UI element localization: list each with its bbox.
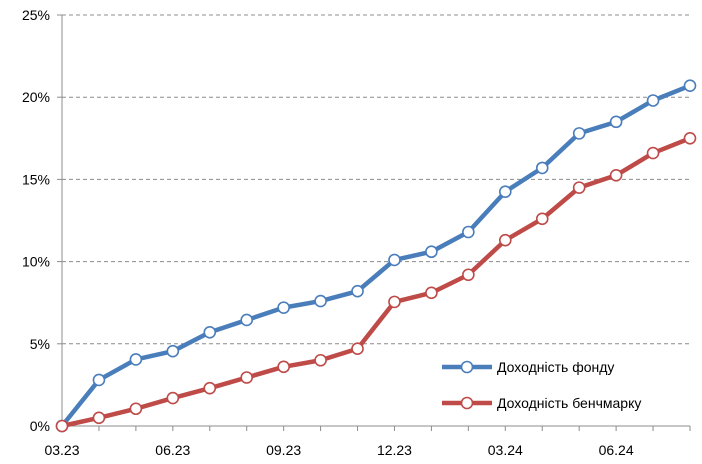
- series-1-point-17: [683, 132, 697, 145]
- series-1-point-10: [425, 286, 438, 300]
- y-tick-label-2: 10%: [22, 254, 50, 270]
- y-tick-label-3: 15%: [22, 171, 50, 187]
- series-1-point-3: [166, 391, 180, 405]
- series-1-point-6: [277, 360, 290, 374]
- legend-label-1: Доходність бенчмарку: [497, 395, 641, 411]
- series-0-point-7: [314, 294, 327, 308]
- axis-layer: 0% 5% 10% 15% 20% 25% 03.23 06.23 09.23 12.23 03.2…: [22, 7, 691, 458]
- series-1-point-15: [609, 168, 623, 182]
- series-1-point-2: [129, 402, 143, 416]
- series-0-point-11: [462, 225, 475, 239]
- legend-label-0: Доходність фонду: [497, 359, 614, 375]
- x-tick-label-0: 03.23: [44, 442, 79, 458]
- grid-layer: [62, 14, 690, 345]
- y-tick-label-0: 0%: [30, 418, 50, 434]
- series-0-point-1: [92, 373, 106, 387]
- y-tick-label-5: 25%: [22, 7, 50, 23]
- series-1-point-5: [240, 371, 254, 384]
- series-1-point-8: [351, 342, 364, 356]
- series-0-point-17: [683, 79, 697, 92]
- series-0-point-10: [425, 245, 438, 259]
- series-0-point-4: [203, 325, 217, 339]
- series-1-point-1: [92, 411, 106, 425]
- series-0-point-8: [351, 284, 364, 298]
- series-0-point-14: [572, 127, 586, 140]
- series-0-point-12: [498, 185, 512, 199]
- y-tick-label-1: 5%: [30, 336, 50, 352]
- series-1-point-14: [572, 181, 586, 194]
- series-1-point-0: [55, 419, 69, 433]
- series-0-point-15: [609, 115, 623, 129]
- series-line-0: [59, 83, 693, 429]
- series-1-point-12: [498, 233, 512, 247]
- series-1-point-7: [314, 353, 327, 367]
- series-0-point-6: [277, 301, 290, 314]
- series-1-point-11: [462, 268, 475, 282]
- series-0-point-5: [240, 313, 254, 327]
- series-0-point-2: [129, 353, 143, 366]
- series-0-point-3: [166, 344, 180, 358]
- legend: Доходність фонду Доходність бенчмарку: [442, 359, 641, 411]
- y-tick-label-4: 20%: [22, 89, 50, 105]
- x-tick-label-2: 09.23: [266, 442, 301, 458]
- series-0-point-9: [388, 253, 401, 267]
- series-layer: [55, 79, 697, 433]
- series-1-point-16: [646, 146, 660, 160]
- legend-swatch-marker-1: [460, 396, 474, 410]
- x-tick-label-3: 12.23: [377, 442, 412, 458]
- series-0-point-13: [535, 161, 549, 175]
- x-tick-label-4: 03.24: [488, 442, 523, 458]
- series-1-point-4: [203, 381, 217, 395]
- legend-swatch-marker-0: [460, 360, 474, 374]
- series-1-point-9: [388, 295, 401, 309]
- x-tick-label-1: 06.23: [155, 442, 190, 458]
- series-0-point-16: [646, 94, 660, 107]
- series-1-point-13: [535, 212, 549, 226]
- series-line-1: [59, 136, 693, 429]
- x-tick-label-5: 06.24: [599, 442, 634, 458]
